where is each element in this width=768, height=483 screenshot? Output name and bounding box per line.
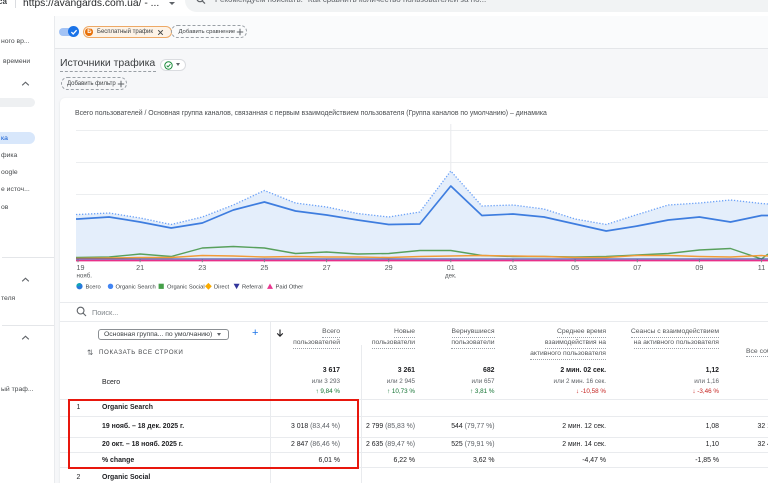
svg-text:Referral: Referral	[242, 285, 263, 291]
svg-text:Organic Search: Organic Search	[116, 285, 156, 291]
svg-text:19: 19	[77, 263, 85, 272]
svg-text:03: 03	[509, 263, 517, 272]
svg-text:25: 25	[260, 263, 268, 272]
svg-text:29: 29	[385, 263, 393, 272]
svg-text:21: 21	[136, 263, 144, 272]
svg-text:Всего: Всего	[86, 285, 101, 291]
svg-text:01: 01	[447, 263, 455, 272]
svg-text:11: 11	[758, 263, 765, 272]
svg-text:07: 07	[633, 263, 641, 272]
svg-text:Direct: Direct	[214, 285, 230, 291]
svg-text:Organic Social: Organic Social	[167, 285, 205, 291]
svg-text:нояб.: нояб.	[77, 273, 93, 280]
svg-text:дек.: дек.	[445, 273, 457, 280]
svg-text:23: 23	[198, 263, 206, 272]
svg-text:05: 05	[571, 263, 579, 272]
svg-text:Paid Other: Paid Other	[276, 285, 304, 291]
svg-text:27: 27	[323, 263, 331, 272]
svg-text:09: 09	[695, 263, 703, 272]
